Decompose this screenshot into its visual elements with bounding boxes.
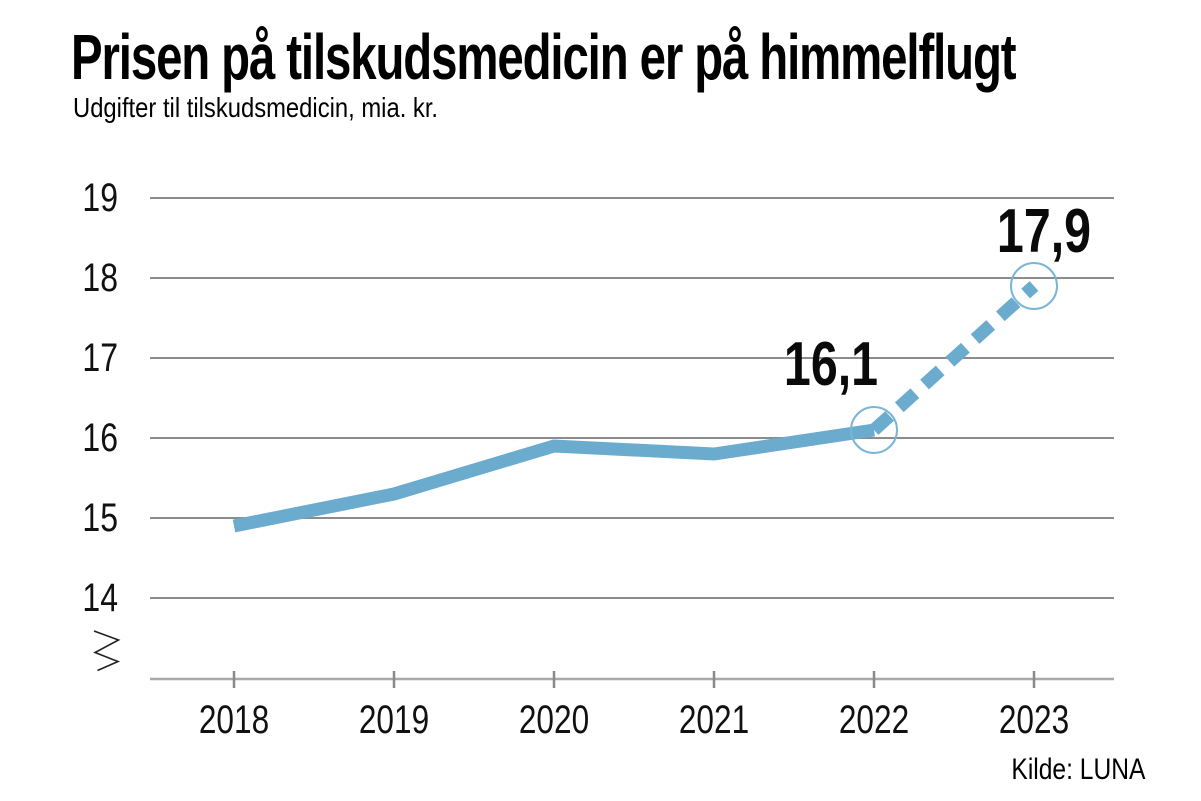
y-tick-label: 15 bbox=[82, 496, 118, 540]
x-tick-label: 2018 bbox=[198, 698, 270, 742]
axis-break-icon bbox=[93, 630, 121, 672]
x-tick-label: 2023 bbox=[998, 698, 1070, 742]
chart-title: Prisen på tilskudsmedicin er på himmelfl… bbox=[71, 21, 1017, 93]
y-tick-label: 18 bbox=[82, 256, 118, 300]
series-line-solid bbox=[232, 423, 875, 533]
x-tick-label: 2020 bbox=[518, 698, 590, 742]
data-label-2023: 17,9 bbox=[996, 197, 1092, 266]
y-tick-label: 17 bbox=[82, 336, 118, 380]
highlight-circles bbox=[850, 262, 1058, 454]
gridlines bbox=[150, 197, 1114, 599]
axis-ticks bbox=[232, 671, 1036, 688]
series-line-dashed-projection bbox=[869, 281, 1039, 435]
y-tick-label: 16 bbox=[82, 416, 118, 460]
x-tick-label: 2021 bbox=[678, 698, 750, 742]
data-label-2022: 16,1 bbox=[783, 330, 879, 399]
y-tick-label: 19 bbox=[82, 176, 118, 220]
x-tick-label: 2019 bbox=[358, 698, 430, 742]
y-tick-label: 14 bbox=[82, 576, 118, 620]
source-credit: Kilde: LUNA bbox=[1011, 753, 1145, 786]
chart-subtitle: Udgifter til tilskudsmedicin, mia. kr. bbox=[73, 92, 439, 123]
x-tick-label: 2022 bbox=[838, 698, 910, 742]
